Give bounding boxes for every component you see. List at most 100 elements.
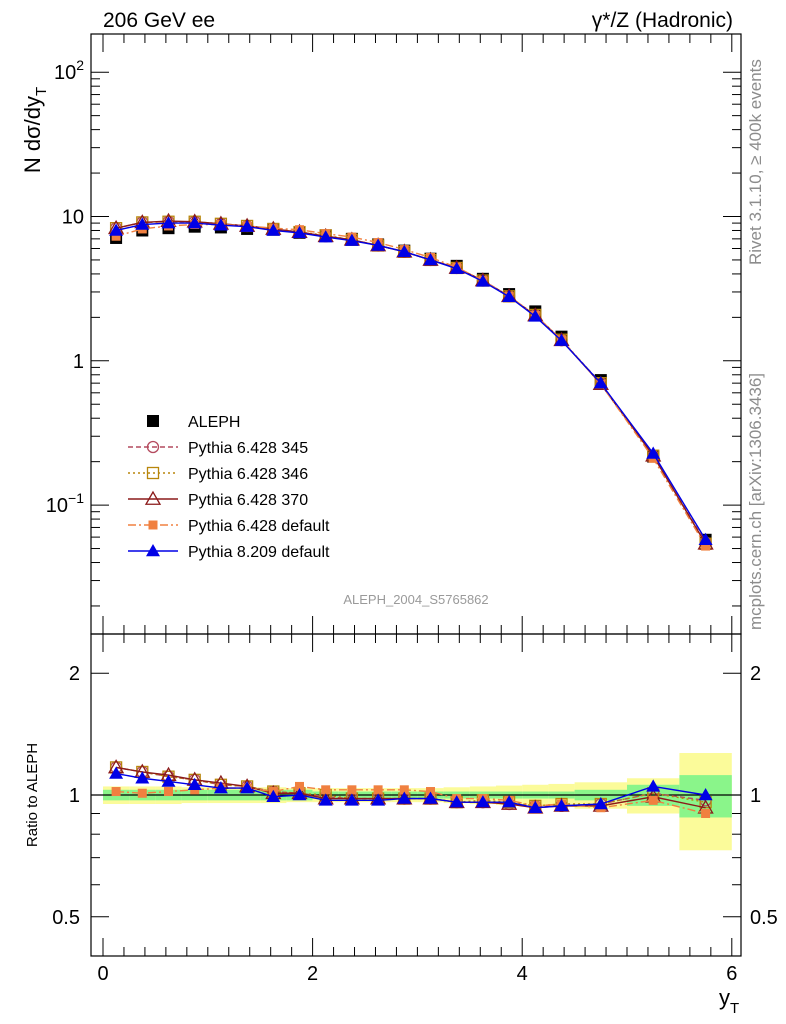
legend-entry-pythia-8-209-default: Pythia 8.209 default bbox=[128, 544, 330, 561]
ratio-point-pythia-8-209-default bbox=[161, 774, 176, 787]
legend-marker bbox=[146, 440, 160, 454]
legend-label: ALEPH bbox=[188, 414, 240, 431]
ratio-point-pythia-8-209-default bbox=[213, 781, 228, 794]
mcplots-label: mcplots.cern.ch [arXiv:1306.3436] bbox=[746, 373, 765, 630]
series-pythia-8-209-default bbox=[109, 216, 713, 546]
main-panel: 10−1 1 10 102 ALEPH_2004_S5765862 ALEPH Pyth… bbox=[46, 33, 742, 635]
point-pythia-8-209-default bbox=[109, 223, 124, 236]
ratio-series-pythia-8-209-default bbox=[109, 766, 713, 813]
ratio-point-pythia-8-209-default bbox=[397, 791, 412, 804]
xtick-label: 6 bbox=[726, 963, 737, 985]
svg-text:yT: yT bbox=[719, 985, 739, 1017]
ratio-point-pythia-6-428-default bbox=[164, 787, 173, 797]
ratio-point-pythia-8-209-default bbox=[109, 766, 124, 779]
ratio-point-pythia-6-428-default bbox=[373, 785, 383, 795]
point-pythia-6-428-default bbox=[111, 231, 121, 241]
ratio-point-pythia-6-428-default bbox=[295, 781, 304, 791]
ratio-ytick-label-right: 0.5 bbox=[750, 907, 778, 929]
point-pythia-8-209-default bbox=[161, 216, 176, 229]
point-pythia-8-209-default bbox=[449, 261, 464, 274]
point-pythia-8-209-default bbox=[344, 233, 359, 246]
point-pythia-8-209-default bbox=[187, 216, 202, 229]
xtick-label: 0 bbox=[97, 963, 108, 985]
legend-entry-pythia-6-428-default: Pythia 6.428 default bbox=[128, 518, 330, 535]
ratio-point-pythia-8-209-default bbox=[698, 788, 713, 801]
xtick-label: 4 bbox=[517, 963, 528, 985]
analysis-label: ALEPH_2004_S5765862 bbox=[343, 592, 488, 607]
point-pythia-8-209-default bbox=[528, 309, 543, 322]
point-pythia-8-209-default bbox=[593, 376, 608, 389]
legend-label: Pythia 6.428 346 bbox=[188, 466, 308, 483]
ratio-ytick-label-left: 2 bbox=[69, 663, 80, 685]
ratio-frame bbox=[90, 633, 742, 957]
ratio-point-pythia-8-209-default bbox=[528, 800, 543, 813]
ratio-point-pythia-8-209-default bbox=[646, 779, 661, 792]
point-pythia-8-209-default bbox=[292, 225, 307, 239]
main-ytick-label: 102 bbox=[54, 57, 84, 84]
ratio-point-pythia-6-428-default bbox=[648, 795, 658, 805]
ratio-point-pythia-6-428-default bbox=[347, 785, 357, 795]
ratio-point-pythia-6-428-default bbox=[321, 785, 331, 795]
xtick-label: 2 bbox=[307, 963, 318, 985]
x-axis-title: yT bbox=[719, 985, 739, 1017]
ratio-ytick-label-left: 0.5 bbox=[52, 907, 80, 929]
point-pythia-8-209-default bbox=[502, 289, 517, 302]
point-pythia-8-209-default bbox=[266, 223, 281, 236]
point-pythia-8-209-default bbox=[397, 244, 412, 257]
legend-label: Pythia 6.428 345 bbox=[188, 440, 308, 457]
ratio-point-pythia-8-209-default bbox=[593, 797, 608, 810]
ratio-point-pythia-8-209-default bbox=[187, 777, 202, 791]
point-pythia-8-209-default bbox=[698, 532, 713, 546]
legend-marker bbox=[147, 415, 159, 427]
legend-entry-pythia-6-428-346: Pythia 6.428 346 bbox=[128, 466, 308, 483]
ratio-point-pythia-8-209-default bbox=[135, 771, 150, 784]
ratio-point-pythia-8-209-default bbox=[449, 795, 464, 808]
point-pythia-6-428-default bbox=[701, 541, 711, 551]
ratio-ylabel: Ratio to ALEPH bbox=[24, 743, 41, 847]
point-pythia-8-209-default bbox=[135, 217, 150, 230]
ratio-ytick-label-right: 2 bbox=[750, 663, 761, 685]
legend-marker bbox=[146, 544, 160, 557]
ratio-point-pythia-8-209-default bbox=[475, 795, 490, 808]
ratio-panel: 0.5 0.5 1 1 2 2 0 2 4 6 bbox=[52, 633, 778, 985]
legend-entry-aleph: ALEPH bbox=[147, 414, 240, 431]
ratio-point-pythia-8-209-default bbox=[423, 791, 438, 804]
ratio-point-pythia-6-428-default bbox=[111, 787, 121, 797]
point-pythia-8-209-default bbox=[423, 252, 438, 266]
point-pythia-8-209-default bbox=[213, 218, 228, 231]
ratio-point-pythia-6-428-default bbox=[137, 788, 147, 798]
legend-marker bbox=[144, 490, 162, 505]
ratio-point-pythia-8-209-default bbox=[344, 793, 359, 806]
main-ytick-label: 10−1 bbox=[46, 490, 84, 517]
point-pythia-8-209-default bbox=[646, 446, 661, 459]
legend: ALEPH Pythia 6.428 345 Pythia 6.428 346 Pyt… bbox=[128, 414, 330, 561]
point-pythia-8-209-default bbox=[554, 333, 569, 346]
ratio-ytick-label-left: 1 bbox=[69, 785, 80, 807]
point-pythia-8-209-default bbox=[371, 238, 386, 251]
legend-label: Pythia 6.428 370 bbox=[188, 492, 308, 509]
legend-marker bbox=[148, 520, 158, 530]
ratio-point-pythia-8-209-default bbox=[371, 793, 386, 806]
ratio-point-pythia-8-209-default bbox=[240, 781, 255, 794]
point-pythia-8-209-default bbox=[240, 219, 255, 232]
header-right: γ*/Z (Hadronic) bbox=[592, 9, 733, 32]
ratio-point-pythia-8-209-default bbox=[318, 793, 333, 806]
ratio-point-pythia-6-428-default bbox=[426, 787, 435, 797]
ratio-point-pythia-6-428-default bbox=[701, 809, 711, 819]
ratio-point-pythia-8-209-default bbox=[502, 795, 517, 808]
ratio-point-pythia-8-209-default bbox=[266, 789, 281, 803]
ratio-point-pythia-8-209-default bbox=[292, 788, 307, 801]
legend-label: Pythia 6.428 default bbox=[188, 518, 330, 535]
legend-label: Pythia 8.209 default bbox=[188, 544, 330, 561]
legend-marker bbox=[146, 466, 160, 480]
main-ylabel: N dσ/dyT bbox=[20, 87, 50, 173]
legend-entry-pythia-6-428-370: Pythia 6.428 370 bbox=[128, 490, 308, 509]
main-ytick-label: 1 bbox=[73, 351, 84, 373]
point-pythia-8-209-default bbox=[318, 230, 333, 243]
ratio-point-pythia-8-209-default bbox=[554, 798, 569, 812]
header-left: 206 GeV ee bbox=[103, 9, 215, 32]
legend-entry-pythia-6-428-345: Pythia 6.428 345 bbox=[128, 440, 308, 457]
point-pythia-8-209-default bbox=[475, 274, 490, 287]
rivet-label: Rivet 3.1.10, ≥ 400k events bbox=[746, 59, 765, 265]
